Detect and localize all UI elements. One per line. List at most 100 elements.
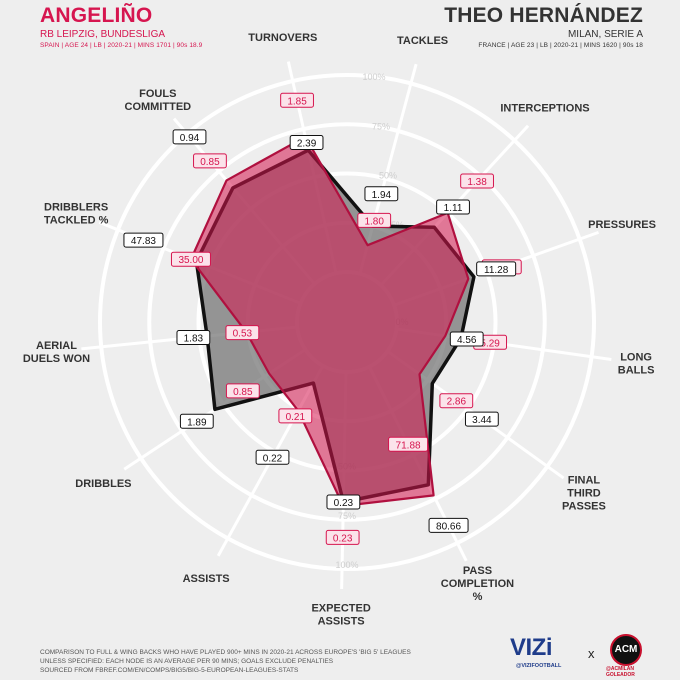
- ring-label-bottom-4: 100%: [335, 560, 358, 570]
- axis-label-5-line-1: COMPLETION: [441, 578, 514, 590]
- value-box-theo-5: [428, 517, 469, 533]
- left-player-header: ANGELIÑO RB LEIPZIG, BUNDESLIGA SPAIN | …: [40, 4, 202, 51]
- value-label-theo-6: 0.23: [334, 498, 354, 509]
- value-label-theo-0: 1.94: [372, 190, 392, 201]
- axis-label-0-line-0: TACKLES: [397, 35, 448, 47]
- value-box-theo-12: [289, 135, 324, 151]
- value-box-theo-11: [172, 129, 207, 145]
- ring-label-top-4: 100%: [362, 72, 385, 82]
- value-label-angelino-1: 1.38: [467, 177, 487, 188]
- value-label-angelino-0: 1.80: [364, 216, 384, 227]
- value-box-theo-1: [436, 199, 470, 215]
- value-label-theo-5: 80.66: [436, 521, 461, 532]
- axis-label-12-line-0: TURNOVERS: [248, 32, 317, 44]
- axis-label-5-line-0: PASS: [463, 565, 492, 577]
- vizi-logo: VIZi: [510, 634, 553, 661]
- series-area-angelino: [189, 135, 470, 507]
- value-box-angelino-8: [225, 383, 260, 399]
- value-label-theo-8: 1.89: [187, 417, 207, 428]
- value-label-angelino-8: 0.85: [233, 387, 253, 398]
- value-label-theo-4: 3.44: [472, 415, 492, 426]
- value-label-angelino-5: 71.88: [396, 440, 421, 451]
- value-label-angelino-3: 5.29: [480, 338, 500, 349]
- value-box-theo-4: [464, 411, 499, 427]
- value-label-angelino-6: 0.23: [333, 533, 353, 544]
- value-label-angelino-9: 0.53: [233, 329, 253, 340]
- right-player-meta: FRANCE | AGE 23 | LB | 2020-21 | MINS 16…: [478, 42, 643, 49]
- axis-label-8-line-0: DRIBBLES: [75, 478, 131, 490]
- axis-label-4-line-1: THIRD: [567, 488, 601, 500]
- value-box-theo-10: [123, 232, 164, 248]
- ring-label-top-2: 50%: [379, 171, 397, 181]
- axis-label-11-line-0: FOULS: [139, 88, 176, 100]
- axis-label-10-line-0: DRIBBLERS: [44, 201, 108, 213]
- acm-handle-line-1: @ACMILAN: [606, 666, 634, 672]
- axis-label-5-line-2: %: [473, 591, 483, 603]
- value-label-angelino-11: 0.85: [200, 157, 220, 168]
- axis-label-2-line-0: PRESSURES: [588, 219, 656, 231]
- value-label-angelino-4: 2.86: [447, 397, 467, 408]
- footer-line-3: SOURCED FROM FBREF.COM/EN/COMPS/BIG5/BIG…: [40, 667, 299, 674]
- acm-handle-line-2: GOLEADOR: [606, 672, 635, 678]
- axis-label-4-line-0: FINAL: [568, 475, 601, 487]
- ring-label-top-1: 25%: [386, 220, 404, 230]
- value-label-theo-1: 1.11: [444, 203, 463, 214]
- value-box-theo-6: [326, 494, 361, 510]
- value-label-theo-9: 1.83: [184, 334, 204, 345]
- value-box-angelino-7: [278, 408, 313, 424]
- right-player-header: THEO HERNÁNDEZ MILAN, SERIE A FRANCE | A…: [444, 4, 643, 51]
- value-box-angelino-6: [325, 529, 360, 545]
- footer-line-1: COMPARISON TO FULL & WING BACKS WHO HAVE…: [40, 649, 411, 656]
- branding: VIZi @VIZIFOOTBALL x ACM @ACMILAN GOLEAD…: [510, 634, 650, 678]
- value-box-theo-9: [176, 330, 211, 346]
- right-player-club: MILAN, SERIE A: [567, 29, 643, 40]
- value-box-angelino-1: [460, 173, 494, 189]
- axis-label-11-line-1: COMMITTED: [125, 101, 192, 113]
- value-label-theo-7: 0.22: [263, 453, 283, 464]
- vizi-handle: @VIZIFOOTBALL: [516, 663, 562, 669]
- axis-label-3-line-1: BALLS: [618, 365, 655, 377]
- value-label-theo-10: 47.83: [131, 236, 156, 247]
- value-label-theo-12: 2.39: [297, 139, 317, 150]
- value-box-angelino-10: [170, 251, 211, 267]
- left-player-club: RB LEIPZIG, BUNDESLIGA: [40, 29, 166, 40]
- value-box-theo-8: [179, 413, 214, 429]
- axis-label-9-line-1: DUELS WON: [23, 353, 90, 365]
- value-box-theo-7: [255, 449, 290, 465]
- value-box-theo-2: [476, 261, 517, 277]
- grid-ring-4: [98, 73, 596, 571]
- axis-label-7-line-0: ASSISTS: [183, 573, 230, 585]
- ring-label-top-3: 75%: [372, 121, 390, 131]
- value-box-angelino-5: [388, 436, 429, 452]
- value-label-angelino-7: 0.21: [286, 412, 306, 423]
- value-label-theo-2: 11.28: [484, 265, 509, 276]
- footer-notes: COMPARISON TO FULL & WING BACKS WHO HAVE…: [40, 648, 411, 675]
- value-box-angelino-12: [280, 92, 314, 108]
- ring-label-bottom-3: 75%: [338, 511, 356, 521]
- value-label-angelino-10: 35.00: [178, 255, 203, 266]
- value-box-angelino-9: [225, 325, 260, 341]
- axis-label-6-line-0: EXPECTED: [311, 602, 370, 614]
- value-box-angelino-11: [193, 153, 227, 169]
- value-label-angelino-12: 1.85: [287, 96, 307, 107]
- value-label-theo-3: 4.56: [457, 335, 477, 346]
- value-box-angelino-0: [357, 212, 392, 228]
- left-player-name: ANGELIÑO: [40, 4, 153, 27]
- axis-label-4-line-2: PASSES: [562, 501, 606, 513]
- times-sign: x: [588, 646, 595, 661]
- axis-label-9-line-0: AERIAL: [36, 340, 77, 352]
- left-player-meta: SPAIN | AGE 24 | LB | 2020-21 | MINS 170…: [40, 42, 203, 49]
- value-label-theo-11: 0.94: [180, 133, 200, 144]
- value-box-angelino-4: [439, 393, 474, 409]
- acm-handle: @ACMILAN GOLEADOR: [606, 666, 635, 678]
- axis-label-1-line-0: INTERCEPTIONS: [500, 102, 589, 114]
- footer-line-2: UNLESS SPECIFIED: EACH NODE IS AN AVERAG…: [40, 658, 334, 665]
- value-box-theo-3: [449, 331, 484, 347]
- axis-label-6-line-1: ASSISTS: [318, 615, 365, 627]
- acmilan-goleador-logo-icon: ACM: [610, 634, 642, 666]
- right-player-name: THEO HERNÁNDEZ: [444, 4, 643, 27]
- axis-label-3-line-0: LONG: [620, 352, 652, 364]
- grid-ring-3: [147, 122, 547, 522]
- value-box-theo-0: [364, 186, 399, 202]
